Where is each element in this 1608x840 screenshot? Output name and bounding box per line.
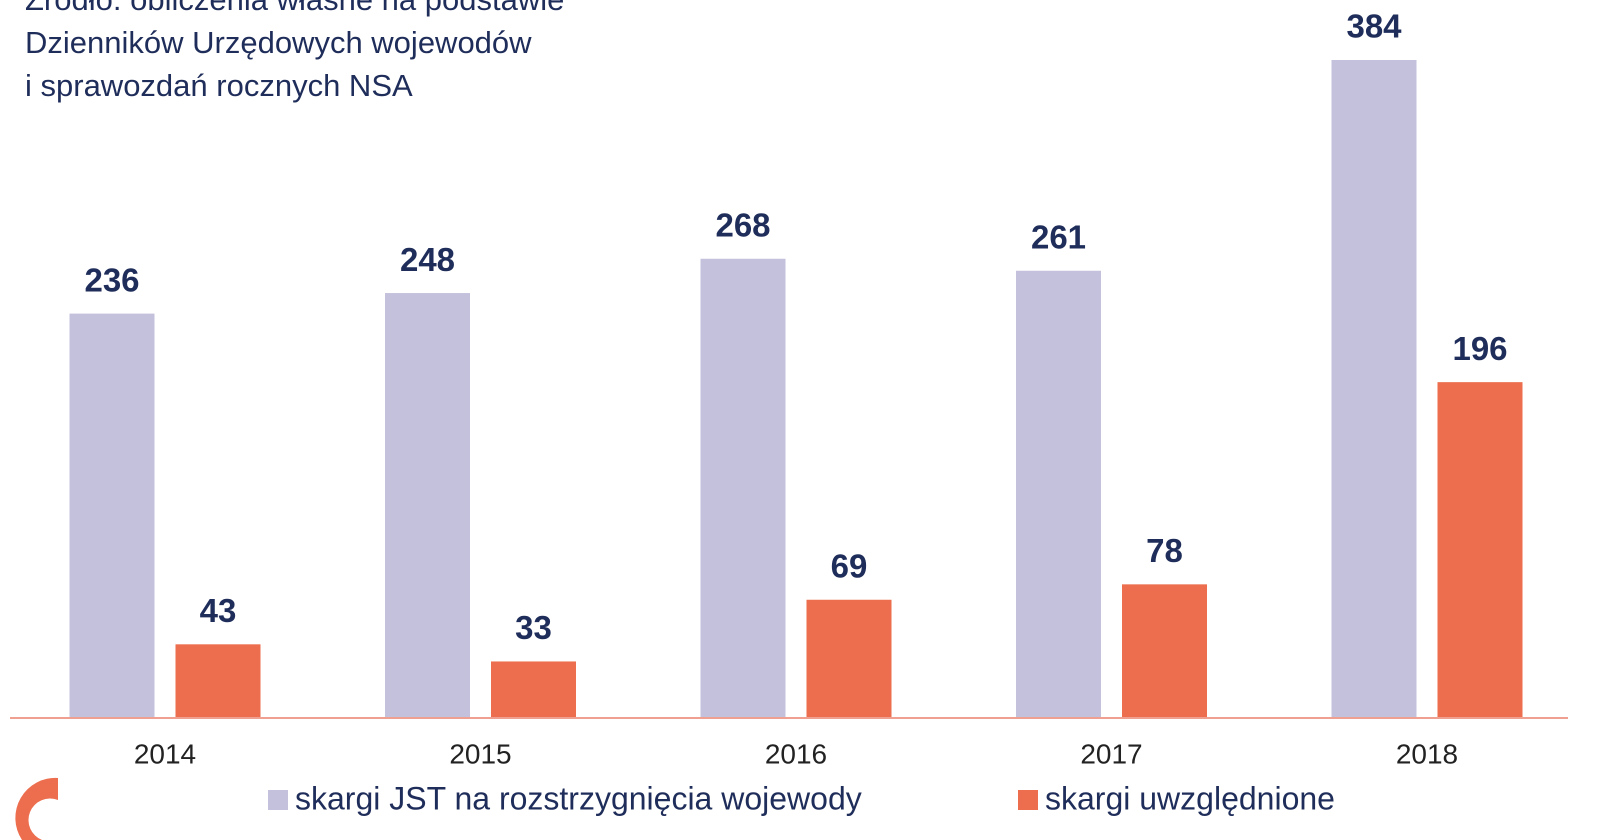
data-label: 261	[1031, 218, 1086, 255]
data-label: 196	[1452, 330, 1507, 367]
bar	[69, 313, 155, 718]
data-label: 43	[200, 592, 237, 629]
bar	[700, 258, 786, 718]
bar	[1331, 60, 1417, 718]
x-tick-label: 2018	[1396, 738, 1458, 769]
x-tick-label: 2014	[134, 738, 196, 769]
x-tick-label: 2017	[1080, 738, 1142, 769]
legend-label: skargi uwzględnione	[1045, 780, 1335, 816]
data-label: 248	[400, 241, 455, 278]
x-tick-label: 2016	[765, 738, 827, 769]
data-label: 268	[715, 206, 770, 243]
data-label: 236	[84, 261, 139, 298]
bar	[491, 661, 576, 718]
bar	[175, 644, 261, 718]
legend-label: skargi JST na rozstrzygnięcia wojewody	[295, 780, 862, 816]
legend-swatch	[1018, 790, 1038, 810]
source-note: i sprawozdań rocznych NSA	[25, 68, 413, 103]
legend-swatch	[268, 790, 288, 810]
bar	[385, 293, 470, 718]
bar	[1437, 382, 1523, 718]
bar	[1122, 584, 1207, 718]
data-label: 69	[831, 547, 868, 584]
data-label: 78	[1146, 532, 1183, 569]
data-label: 33	[515, 609, 552, 646]
bar	[806, 599, 892, 718]
x-tick-label: 2015	[449, 738, 511, 769]
source-note: Dzienników Urzędowych wojewodów	[25, 25, 532, 60]
decoration	[15, 777, 58, 840]
data-label: 384	[1346, 8, 1402, 45]
source-note: Źródło: obliczenia własne na podstawie	[25, 0, 564, 17]
bar	[1016, 270, 1101, 718]
